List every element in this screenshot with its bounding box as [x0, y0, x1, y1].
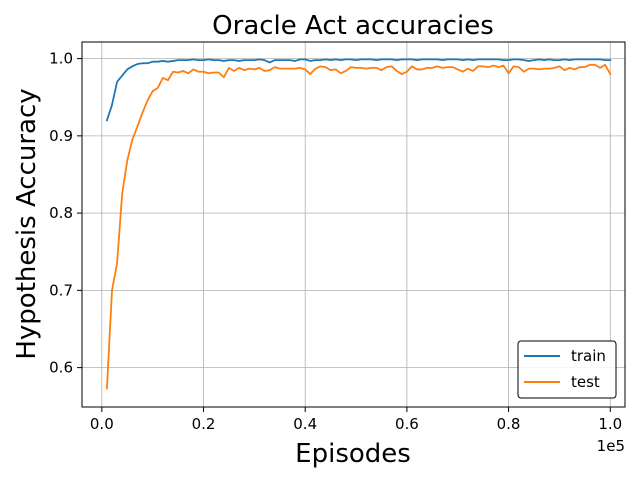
legend: train test — [517, 340, 617, 399]
x-tick-label: 0.8 — [497, 415, 521, 433]
y-axis-ticks: 0.6 0.7 0.8 0.9 1.0 — [49, 50, 82, 377]
y-axis-label: Hypothesis Accuracy — [12, 88, 42, 359]
x-tick-label: 0.6 — [395, 415, 419, 433]
grid — [82, 42, 625, 407]
x-tick-label: 1.0 — [598, 415, 622, 433]
y-tick-label: 0.9 — [49, 127, 73, 145]
plot-series — [105, 58, 612, 390]
x-axis-ticks: 0.0 0.2 0.4 0.6 0.8 1.0 — [90, 407, 622, 433]
y-tick-label: 0.8 — [49, 204, 73, 222]
legend-label-test: test — [571, 373, 600, 391]
chart-title: Oracle Act accuracies — [212, 11, 494, 41]
y-tick-label: 1.0 — [49, 50, 73, 68]
y-tick-label: 0.6 — [49, 359, 73, 377]
x-axis-label: Episodes — [295, 439, 411, 469]
x-tick-label: 0.4 — [293, 415, 317, 433]
legend-label-train: train — [571, 347, 606, 365]
plot-frame — [81, 41, 626, 408]
x-tick-label: 0.2 — [192, 415, 216, 433]
series-line-train — [105, 58, 612, 122]
series-line-test — [105, 63, 612, 390]
x-tick-label: 0.0 — [90, 415, 114, 433]
x-axis-offset-label: 1e5 — [597, 437, 625, 455]
y-tick-label: 0.7 — [49, 281, 73, 299]
